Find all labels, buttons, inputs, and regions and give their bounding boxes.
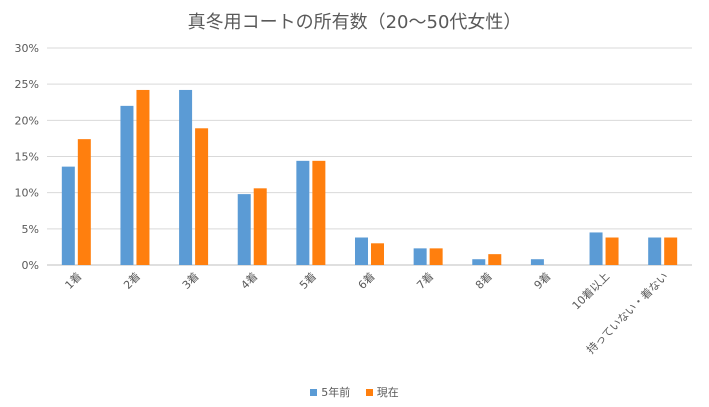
bar-now xyxy=(605,237,619,265)
y-tick-label: 25% xyxy=(15,78,39,91)
bar-5-years-ago xyxy=(355,237,368,265)
gridlines xyxy=(47,47,692,266)
y-tick-label: 20% xyxy=(15,114,39,127)
bar-5-years-ago xyxy=(589,232,603,265)
bar-5-years-ago xyxy=(648,237,662,265)
bar-now xyxy=(488,254,502,265)
bar-5-years-ago xyxy=(237,194,251,265)
chart-title: 真冬用コートの所有数（20〜50代女性） xyxy=(187,12,522,33)
legend-swatch-5-years-ago xyxy=(310,388,318,396)
bar-now xyxy=(429,248,443,265)
x-tick-label: 8着 xyxy=(472,269,495,292)
y-tick-label: 15% xyxy=(15,151,39,164)
legend-label-now: 現在 xyxy=(376,386,399,399)
bar-5-years-ago xyxy=(530,259,544,265)
legend-label-5-years-ago: 5年前 xyxy=(321,386,351,399)
x-tick-label: 10着以上 xyxy=(569,269,612,312)
y-tick-label: 0% xyxy=(22,259,39,272)
x-tick-label: 9着 xyxy=(531,269,554,292)
legend-item-5-years-ago: 5年前 xyxy=(310,384,350,400)
bar-now xyxy=(253,188,267,265)
y-tick-label: 5% xyxy=(22,223,39,236)
bar-5-years-ago xyxy=(472,259,486,265)
bar-now xyxy=(77,139,91,265)
y-tick-label: 30% xyxy=(15,42,39,55)
bars xyxy=(61,89,678,265)
y-axis-tick-labels: 0% 5% 10% 15% 20% 25% 30% xyxy=(15,42,39,272)
legend: 5年前 現在 xyxy=(0,384,709,400)
bar-5-years-ago xyxy=(120,105,134,265)
bar-now xyxy=(195,128,209,265)
bar-5-years-ago xyxy=(413,248,427,265)
bar-5-years-ago xyxy=(179,89,193,265)
x-tick-label: 1着 xyxy=(62,269,85,292)
bar-5-years-ago xyxy=(61,166,75,265)
legend-swatch-now xyxy=(365,388,373,396)
legend-item-now: 現在 xyxy=(365,384,399,400)
x-tick-label: 6着 xyxy=(355,269,378,292)
y-tick-label: 10% xyxy=(15,187,39,200)
bar-now xyxy=(136,89,150,265)
bar-5-years-ago xyxy=(296,160,310,265)
x-tick-label: 2着 xyxy=(120,269,143,292)
bar-now xyxy=(664,237,678,265)
x-tick-label: 3着 xyxy=(179,269,202,292)
bar-now xyxy=(371,243,384,265)
x-tick-label: 4着 xyxy=(238,269,261,292)
x-tick-label: 5着 xyxy=(296,269,319,292)
x-tick-label: 7着 xyxy=(414,269,437,292)
bar-now xyxy=(312,160,326,265)
